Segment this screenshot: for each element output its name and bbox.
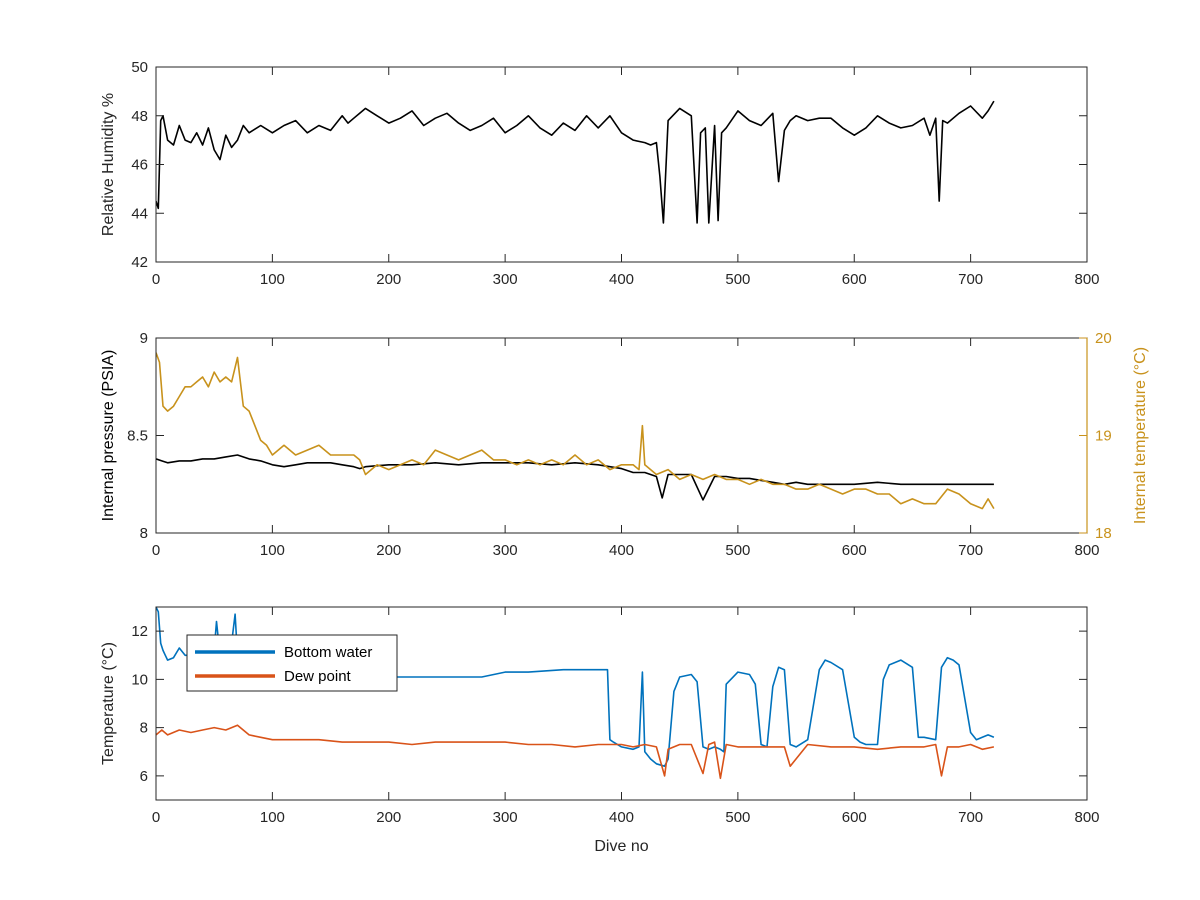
y-axis-label-right: Internal temperature (°C) [1132, 347, 1149, 524]
x-tick-label: 600 [842, 809, 867, 826]
y-right-tick-label: 19 [1095, 428, 1112, 445]
x-tick-label: 800 [1074, 809, 1099, 826]
x-tick-label: 100 [260, 809, 285, 826]
y-tick-label: 50 [131, 59, 148, 76]
x-tick-label: 700 [958, 271, 983, 288]
y-axis-label: Temperature (°C) [100, 642, 117, 765]
x-tick-label: 800 [1074, 542, 1099, 559]
series-line-dew-point [156, 724, 995, 780]
x-tick-label: 800 [1074, 271, 1099, 288]
y-tick-label: 48 [131, 108, 148, 125]
y-right-tick-label: 20 [1095, 330, 1112, 347]
pressure-temperature-panel: 0 100 200 300 400 500 600 700 800 8 8.5 9 18 19 20 Inte… [100, 330, 1149, 559]
legend-label-dew-point: Dew point [284, 668, 352, 685]
x-tick-label: 600 [842, 271, 867, 288]
y-tick-label: 6 [140, 768, 148, 785]
x-tick-label: 500 [725, 809, 750, 826]
x-tick-label: 0 [152, 542, 160, 559]
x-tick-label: 400 [609, 542, 634, 559]
y-tick-label: 42 [131, 254, 148, 271]
y-right-tick-label: 18 [1095, 525, 1112, 542]
x-tick-label: 500 [725, 271, 750, 288]
legend: Bottom water Dew point [186, 634, 398, 692]
y-tick-label: 10 [131, 671, 148, 688]
x-tick-label: 200 [376, 809, 401, 826]
legend-label-bottom-water: Bottom water [284, 644, 372, 661]
temperature-panel: 0 100 200 300 400 500 600 700 800 6 8 10 12 Temperatu… [100, 606, 1100, 855]
y-axis-label: Relative Humidity % [100, 93, 117, 236]
y-tick-label: 46 [131, 157, 148, 174]
series-line-1 [156, 352, 995, 510]
x-tick-label: 300 [493, 271, 518, 288]
x-tick-label: 500 [725, 542, 750, 559]
x-tick-label: 0 [152, 271, 160, 288]
y-tick-label: 8 [140, 720, 148, 737]
x-tick-label: 200 [376, 271, 401, 288]
x-tick-label: 400 [609, 809, 634, 826]
legend-box [186, 634, 398, 692]
x-axis-label: Dive no [594, 838, 648, 855]
y-tick-label: 9 [140, 330, 148, 347]
x-tick-label: 600 [842, 542, 867, 559]
x-tick-label: 100 [260, 271, 285, 288]
series-group [156, 100, 995, 224]
y-axis-label: Internal pressure (PSIA) [100, 350, 117, 522]
x-tick-label: 200 [376, 542, 401, 559]
y-tick-label: 8.5 [127, 428, 148, 445]
y-tick-label: 44 [131, 205, 148, 222]
y-tick-label: 12 [131, 623, 148, 640]
x-tick-label: 300 [493, 542, 518, 559]
series-group [156, 352, 995, 510]
y-tick-label: 8 [140, 525, 148, 542]
series-line-0 [156, 100, 995, 224]
x-tick-label: 400 [609, 271, 634, 288]
x-tick-label: 100 [260, 542, 285, 559]
x-tick-label: 700 [958, 809, 983, 826]
x-tick-label: 0 [152, 809, 160, 826]
humidity-panel: 0 100 200 300 400 500 600 700 800 42 44 46 48 50 Relat… [100, 59, 1100, 288]
x-tick-label: 700 [958, 542, 983, 559]
x-tick-label: 300 [493, 809, 518, 826]
